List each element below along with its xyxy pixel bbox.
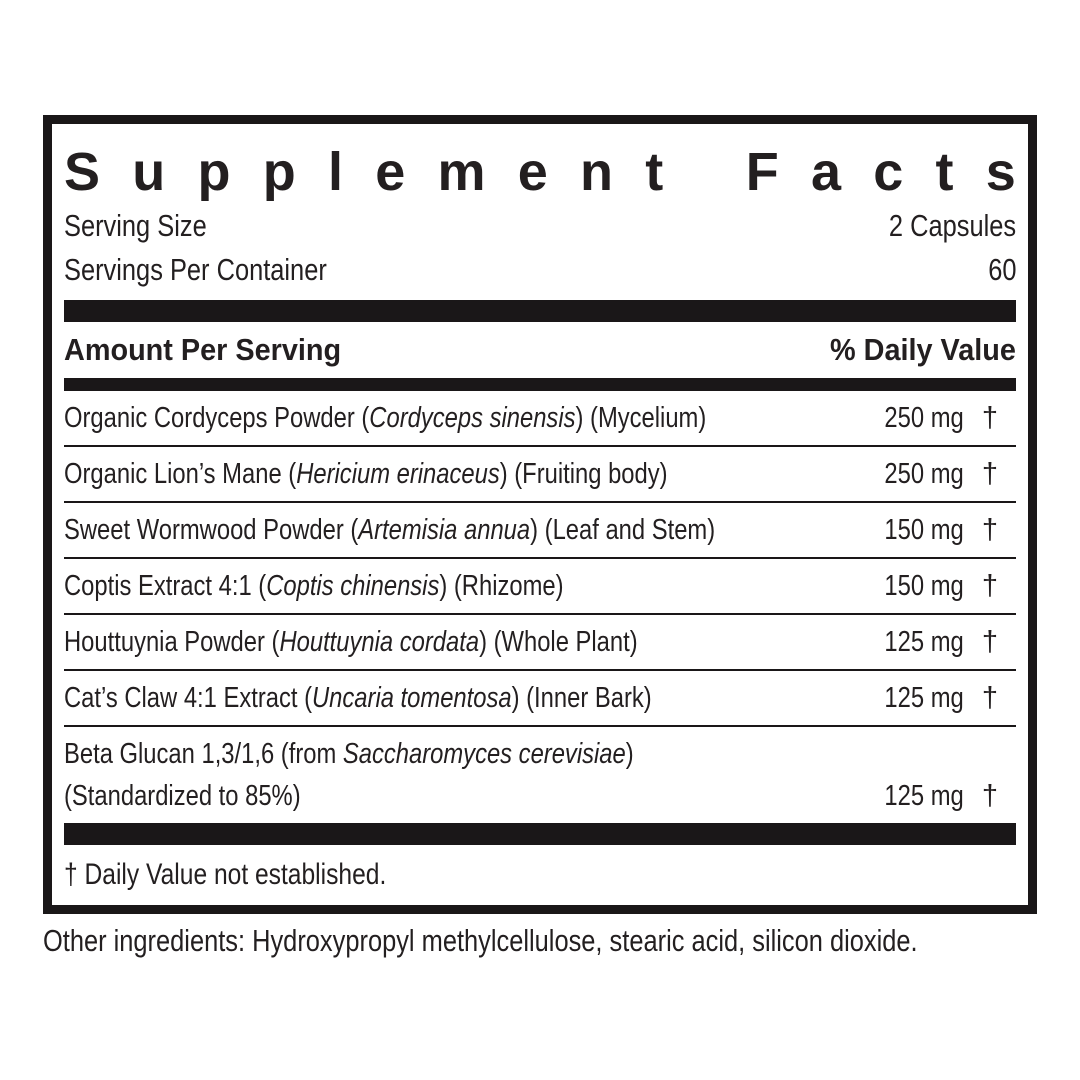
ingredient-line: Coptis Extract 4:1 (Coptis chinensis) (R… [64,570,1016,602]
ingredient-name: Beta Glucan 1,3/1,6 (from Saccharomyces … [64,738,634,770]
ingredient-line: Beta Glucan 1,3/1,6 (from Saccharomyces … [64,738,1016,770]
daily-value-footnote-text: † Daily Value not established. [64,858,387,891]
daily-value-symbol: † [981,458,999,490]
ingredient-line: Sweet Wormwood Powder (Artemisia annua) … [64,514,1016,546]
daily-value-symbol: † [981,626,999,658]
table-row: Sweet Wormwood Powder (Artemisia annua) … [64,501,1016,557]
ingredient-line: Houttuynia Powder (Houttuynia cordata) (… [64,626,1016,658]
ingredient-name: Organic Cordyceps Powder (Cordyceps sine… [64,402,707,434]
daily-value-symbol: † [981,402,999,434]
table-row: Beta Glucan 1,3/1,6 (from Saccharomyces … [64,725,1016,823]
divider-bar-top [64,300,1016,322]
daily-value-symbol: † [981,570,999,602]
ingredient-line: Organic Lion’s Mane (Hericium erinaceus)… [64,458,1016,490]
ingredient-line-2: (Standardized to 85%) 125 mg † [64,780,1016,812]
daily-value-header: % Daily Value [830,332,1016,367]
table-row: Coptis Extract 4:1 (Coptis chinensis) (R… [64,557,1016,613]
serving-size-label: Serving Size [64,208,207,243]
ingredient-name: Coptis Extract 4:1 (Coptis chinensis) (R… [64,570,564,602]
daily-value-symbol: † [981,514,999,546]
ingredient-line: Organic Cordyceps Powder (Cordyceps sine… [64,402,1016,434]
facts-rows: Organic Cordyceps Powder (Cordyceps sine… [64,391,1016,823]
divider-bar-bottom [64,823,1016,845]
amount-per-serving-header: Amount Per Serving [64,332,342,367]
serving-size-row: Serving Size 2 Capsules [64,204,1016,248]
ingredient-name: Cat’s Claw 4:1 Extract (Uncaria tomentos… [64,682,652,714]
servings-per-container-value: 60 [987,252,1016,287]
amount-value: 250 mg [884,458,964,490]
daily-value-symbol: † [981,682,999,714]
ingredient-line: Cat’s Claw 4:1 Extract (Uncaria tomentos… [64,682,1016,714]
other-ingredients: Other ingredients: Hydroxypropyl methylc… [43,922,1043,960]
amount-value: 150 mg [884,514,964,546]
table-row: Houttuynia Powder (Houttuynia cordata) (… [64,613,1016,669]
amount-value: 125 mg [884,682,964,714]
table-row: Cat’s Claw 4:1 Extract (Uncaria tomentos… [64,669,1016,725]
amount-value: 250 mg [884,402,964,434]
ingredient-name-line2: (Standardized to 85%) [64,780,301,812]
serving-size-value: 2 Capsules [888,208,1016,243]
other-ingredients-text: Other ingredients: Hydroxypropyl methylc… [43,923,918,958]
amount-value: 125 mg [884,780,964,812]
servings-per-container-label: Servings Per Container [64,252,327,287]
table-row: Organic Lion’s Mane (Hericium erinaceus)… [64,445,1016,501]
daily-value-footnote: † Daily Value not established. [64,845,1016,905]
daily-value-symbol: † [981,780,999,812]
amount-value [846,738,964,770]
ingredient-name: Organic Lion’s Mane (Hericium erinaceus)… [64,458,668,490]
servings-per-container-row: Servings Per Container 60 [64,248,1016,292]
amount-value: 125 mg [884,626,964,658]
table-row: Organic Cordyceps Powder (Cordyceps sine… [64,391,1016,445]
amount-value: 150 mg [884,570,964,602]
divider-bar-mid [64,378,1016,391]
ingredient-name: Sweet Wormwood Powder (Artemisia annua) … [64,514,716,546]
column-header-row: Amount Per Serving % Daily Value [64,322,1016,378]
ingredient-name: Houttuynia Powder (Houttuynia cordata) (… [64,626,638,658]
